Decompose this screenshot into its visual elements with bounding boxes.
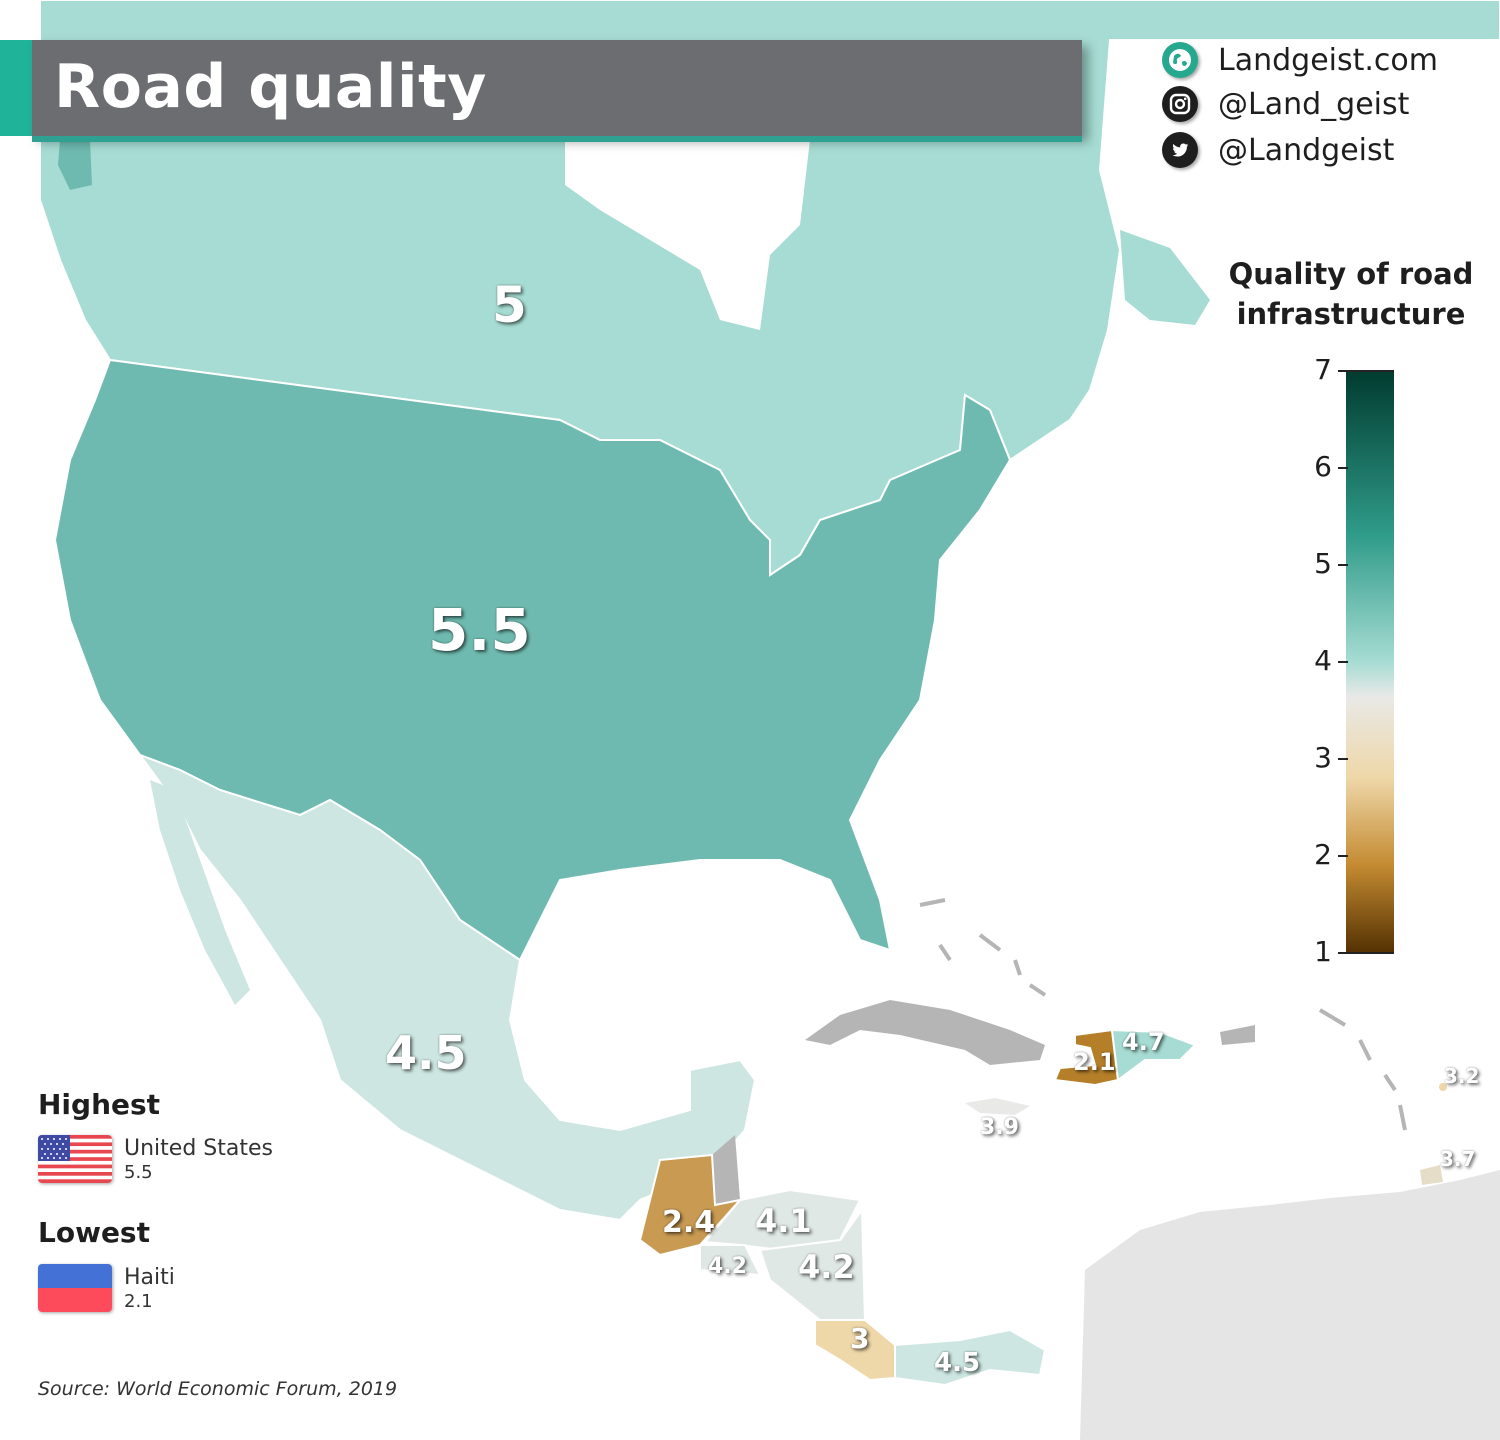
region-south-america (1080, 1170, 1500, 1440)
value-label-dominican-republic: 4.7 (1122, 1028, 1165, 1056)
instagram-icon (1162, 86, 1198, 122)
value-label-mexico: 4.5 (385, 1026, 467, 1080)
highest-value: 5.5 (124, 1162, 153, 1183)
lowest-heading: Lowest (38, 1216, 150, 1249)
legend-tickmark-3 (1338, 758, 1348, 760)
legend-color-scale (1346, 370, 1394, 954)
region-newfoundland (1120, 230, 1210, 325)
region-puerto-rico (1220, 1025, 1255, 1045)
region-trinidad-and-tobago (1420, 1165, 1443, 1185)
source-note: Source: World Economic Forum, 2019 (38, 1378, 398, 1400)
legend-title-line2: infrastructure (1236, 297, 1466, 331)
haiti-flag-icon (38, 1264, 112, 1312)
instagram-text: @Land_geist (1218, 86, 1410, 122)
legend-tickmark-7 (1338, 370, 1348, 372)
legend-tick-7: 7 (1314, 353, 1332, 386)
twitter-link[interactable]: @Landgeist (1162, 130, 1394, 170)
region-dominican-republic (1110, 1028, 1197, 1082)
website-link[interactable]: Landgeist.com (1162, 40, 1438, 80)
legend-tickmark-6 (1338, 467, 1348, 469)
legend-tickmark-2 (1338, 855, 1348, 857)
region-panama (894, 1328, 1047, 1387)
legend-tickmark-4 (1338, 661, 1348, 663)
region-bahamas (919, 898, 1047, 997)
lowest-value: 2.1 (124, 1291, 153, 1312)
legend-tickmark-1 (1338, 952, 1348, 954)
legend-title: Quality of road infrastructure (1222, 254, 1480, 334)
region-jamaica (965, 1098, 1030, 1115)
value-label-barbados: 3.2 (1444, 1064, 1480, 1088)
legend-tick-6: 6 (1314, 450, 1332, 483)
value-label-trinidad-and-tobago: 3.7 (1440, 1147, 1476, 1171)
title-banner: Road quality (32, 40, 1082, 136)
region-cuba (805, 1000, 1045, 1065)
value-label-panama: 4.5 (934, 1348, 981, 1378)
title-underline (32, 136, 1082, 142)
title-accent-bar (0, 40, 32, 136)
region-baja-california (150, 780, 250, 1005)
globe-icon (1162, 42, 1198, 78)
value-label-canada: 5 (492, 276, 527, 334)
legend-title-line1: Quality of road (1228, 257, 1474, 291)
legend-tick-1: 1 (1314, 935, 1332, 968)
water-hudson-bay (565, 140, 810, 330)
lowest-country: Haiti (124, 1265, 175, 1290)
legend-tickmark-5 (1338, 564, 1348, 566)
instagram-link[interactable]: @Land_geist (1162, 84, 1409, 124)
value-label-costa-rica: 3 (850, 1322, 870, 1355)
region-lesser-antilles (1318, 1008, 1407, 1131)
legend-tick-4: 4 (1314, 644, 1332, 677)
value-label-el-salvador: 4.2 (708, 1254, 747, 1279)
value-label-honduras: 4.1 (755, 1202, 812, 1240)
page-title: Road quality (54, 52, 487, 122)
highest-heading: Highest (38, 1088, 161, 1121)
united-states-flag-icon (38, 1135, 112, 1183)
twitter-text: @Landgeist (1218, 132, 1395, 168)
value-label-haiti: 2.1 (1073, 1048, 1116, 1076)
region-barbados (1439, 1083, 1447, 1091)
region-costa-rica (814, 1319, 896, 1382)
website-text: Landgeist.com (1218, 42, 1438, 78)
region-el-salvador (699, 1244, 762, 1277)
value-label-guatemala: 2.4 (662, 1205, 716, 1240)
legend-tick-2: 2 (1314, 838, 1332, 871)
region-alaska-sliver (58, 140, 92, 190)
value-label-nicaragua: 4.2 (798, 1248, 855, 1286)
highest-country: United States (124, 1136, 273, 1161)
twitter-icon (1162, 132, 1198, 168)
region-belize (712, 1135, 740, 1205)
value-label-jamaica: 3.9 (980, 1115, 1019, 1140)
region-mexico (137, 752, 757, 1222)
value-label-united-states: 5.5 (428, 596, 531, 664)
legend-tick-5: 5 (1314, 547, 1332, 580)
legend-tick-3: 3 (1314, 741, 1332, 774)
